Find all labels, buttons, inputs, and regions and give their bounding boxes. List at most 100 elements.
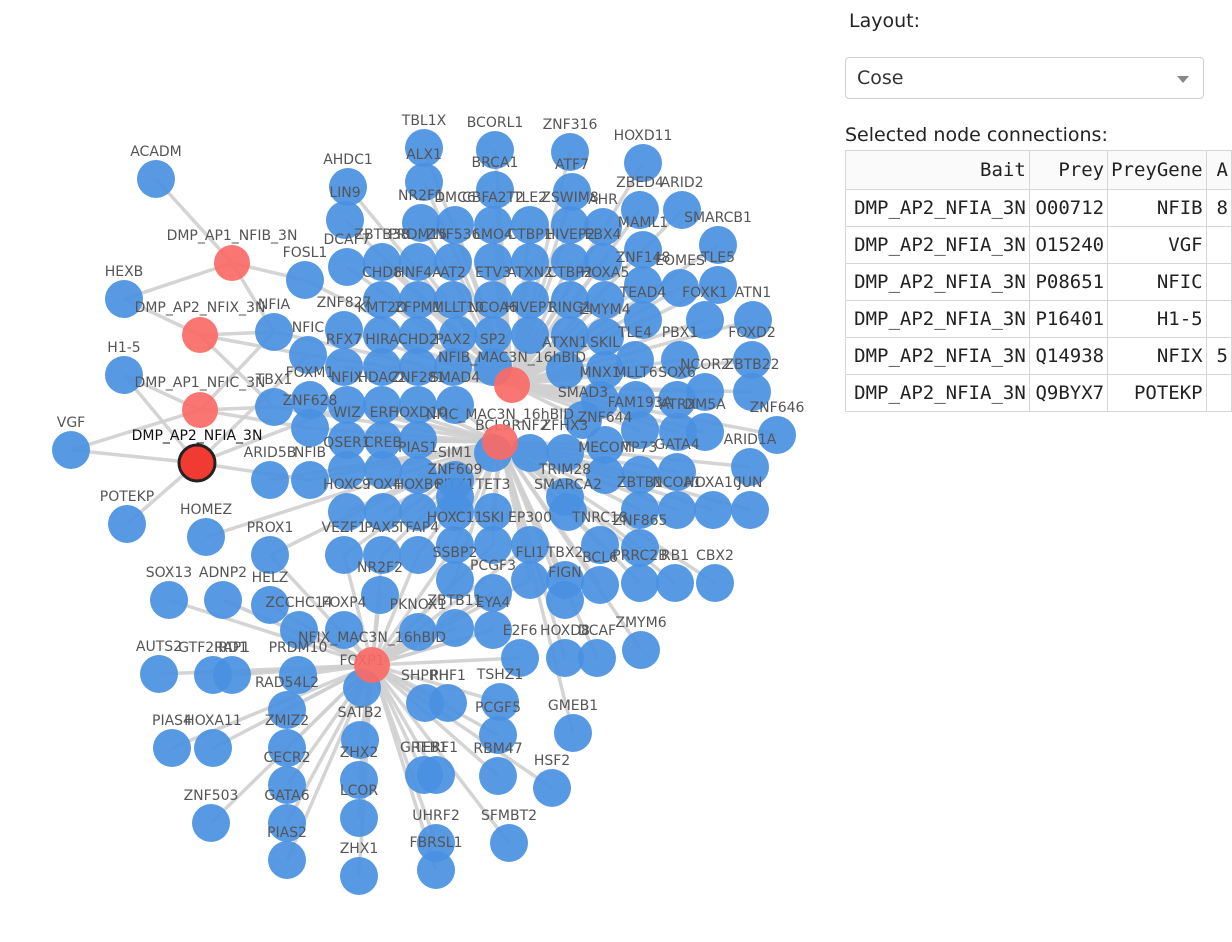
node-circle[interactable] [511, 561, 549, 599]
prey-node[interactable]: EOMES [655, 253, 705, 307]
prey-node[interactable]: SMAD3 [558, 385, 608, 439]
prey-node[interactable]: CTBP2 [547, 265, 593, 319]
prey-node[interactable]: PAX2 [434, 332, 472, 386]
prey-node[interactable]: NR2F1 [398, 188, 444, 242]
prey-node[interactable]: SOX6 [658, 365, 696, 419]
node-circle[interactable] [341, 721, 379, 759]
node-circle[interactable] [325, 311, 363, 349]
prey-node[interactable]: ARID2 [660, 175, 704, 229]
node-circle[interactable] [399, 536, 437, 574]
node-circle[interactable] [213, 656, 251, 694]
prey-node[interactable]: ACADM [130, 144, 182, 198]
node-circle[interactable] [624, 301, 662, 339]
prey-node[interactable]: CTBP1 [507, 227, 553, 281]
prey-node[interactable]: KMT2D [357, 300, 407, 354]
node-circle[interactable] [363, 316, 401, 354]
prey-node[interactable]: TSHZ1 [476, 667, 523, 721]
prey-node[interactable]: ARID5B [244, 445, 297, 499]
node-circle[interactable] [511, 434, 549, 472]
node-circle[interactable] [326, 201, 364, 239]
node-circle[interactable] [328, 248, 366, 286]
node-circle[interactable] [251, 586, 289, 624]
node-circle[interactable] [405, 129, 443, 167]
prey-node[interactable]: CREB [364, 435, 402, 489]
node-circle[interactable] [255, 313, 293, 351]
node-circle[interactable] [434, 281, 472, 319]
node-circle[interactable] [474, 526, 512, 564]
node-circle[interactable] [586, 281, 624, 319]
node-circle[interactable] [364, 493, 402, 531]
node-circle[interactable] [731, 448, 769, 486]
node-circle[interactable] [624, 231, 662, 269]
node-circle[interactable] [363, 386, 401, 424]
column-header-preygene[interactable]: PreyGene [1107, 150, 1207, 190]
node-circle[interactable] [758, 416, 796, 454]
node-circle[interactable] [621, 564, 659, 602]
node-circle[interactable] [533, 769, 571, 807]
prey-node[interactable]: GATA6 [264, 788, 310, 842]
node-circle[interactable] [479, 716, 517, 754]
network-graph[interactable]: TBL1X BCORL1 ZNF316 HOXD11 ACADM AHDC1 ALX1 BRC… [0, 0, 830, 942]
node-circle[interactable] [434, 243, 472, 281]
table-row[interactable]: DMP_AP2_NFIA_3N P08651 NFIC [845, 263, 1232, 301]
node-circle[interactable] [153, 729, 191, 767]
node-circle[interactable] [436, 526, 474, 564]
node-circle[interactable] [439, 316, 477, 354]
prey-node[interactable]: HSF2 [533, 753, 571, 807]
node-circle[interactable] [616, 341, 654, 379]
network-canvas[interactable]: TBL1X BCORL1 ZNF316 HOXD11 ACADM AHDC1 ALX1 BRC… [0, 0, 830, 942]
node-circle[interactable] [661, 341, 699, 379]
node-circle[interactable] [436, 386, 474, 424]
prey-node[interactable]: RB1 [656, 548, 694, 602]
prey-node[interactable]: AT2 [434, 265, 472, 319]
prey-node[interactable]: DCAF7 [323, 232, 371, 286]
node-circle[interactable] [436, 478, 474, 516]
node-circle[interactable] [417, 756, 455, 794]
node-circle[interactable] [251, 536, 289, 574]
prey-node[interactable]: FOXM1 [286, 365, 335, 419]
node-circle[interactable] [482, 424, 518, 460]
node-circle[interactable] [621, 529, 659, 567]
node-circle[interactable] [182, 317, 218, 353]
prey-node[interactable]: EP300 [508, 510, 552, 564]
prey-node[interactable]: RBM47 [473, 741, 523, 795]
node-circle[interactable] [621, 411, 659, 449]
node-circle[interactable] [554, 714, 592, 752]
prey-node[interactable]: TLE4 [616, 325, 654, 379]
prey-node[interactable]: ZNF827 [317, 295, 372, 349]
node-circle[interactable] [474, 574, 512, 612]
node-circle[interactable] [586, 318, 624, 356]
node-circle[interactable] [621, 456, 659, 494]
node-circle[interactable] [255, 388, 293, 426]
prey-node[interactable]: FOSL1 [283, 245, 328, 299]
node-circle[interactable] [354, 647, 390, 683]
node-circle[interactable] [511, 206, 549, 244]
prey-node[interactable]: ZBTB1 [617, 475, 663, 529]
node-circle[interactable] [624, 266, 662, 304]
prey-node[interactable]: HIRA [363, 332, 401, 386]
node-circle[interactable] [280, 611, 318, 649]
prey-node[interactable]: TBX1 [255, 372, 293, 426]
node-circle[interactable] [624, 144, 662, 182]
node-circle[interactable] [511, 526, 549, 564]
prey-node[interactable]: ATRX [659, 397, 697, 451]
prey-node[interactable]: RNF2 [511, 418, 549, 472]
prey-node[interactable]: EBX4 [584, 227, 622, 281]
prey-node[interactable]: E2F6 [501, 623, 539, 677]
prey-node[interactable]: CECR2 [263, 750, 311, 804]
bait-node[interactable]: DMP_AP2_NFIA_3N [132, 428, 263, 483]
prey-node[interactable]: CHD8 [362, 265, 402, 319]
prey-node[interactable]: GMEB1 [548, 698, 598, 752]
prey-node[interactable]: CBFA2T2 [462, 190, 524, 244]
node-circle[interactable] [150, 581, 188, 619]
node-circle[interactable] [329, 168, 367, 206]
prey-node[interactable]: LMO4 [473, 227, 513, 281]
prey-node[interactable]: HOXA11 [184, 713, 242, 767]
prey-node[interactable]: POTEKP [100, 489, 154, 543]
prey-node[interactable]: ZNF646 [750, 400, 805, 454]
node-circle[interactable] [417, 824, 455, 862]
prey-node[interactable]: FBRSL1 [410, 835, 463, 889]
prey-node[interactable]: UHRF2 [412, 808, 460, 862]
prey-node[interactable]: MECOM [578, 440, 632, 494]
prey-node[interactable]: TEAD4 [619, 285, 667, 339]
